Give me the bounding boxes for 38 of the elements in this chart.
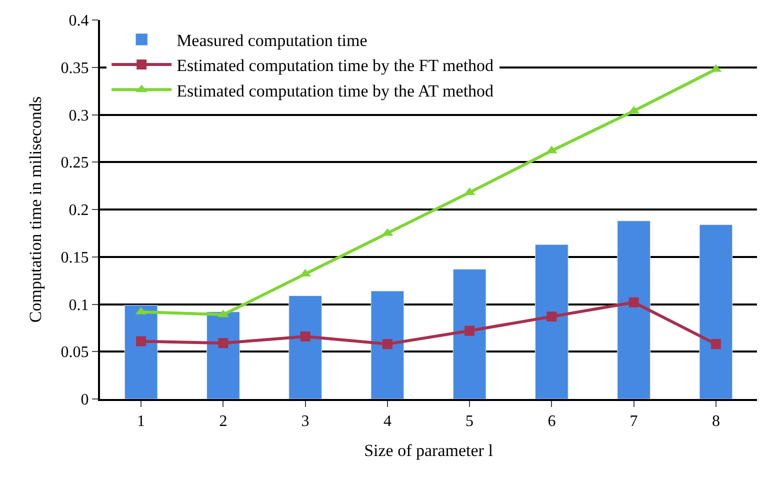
x-axis-title: Size of parameter l [364,441,494,460]
bar [699,224,733,399]
legend-label: Estimated computation time by the AT method [176,81,494,100]
y-axis-title: Computation time in miliseconds [26,96,45,323]
bar [124,304,158,399]
legend-label: Estimated computation time by the FT method [176,56,494,76]
y-tick-label: 0.1 [68,296,89,314]
bar [288,295,322,399]
bar [206,312,240,399]
y-tick-label: 0.15 [60,249,89,266]
y-tick-label: 0.35 [60,60,89,77]
point [218,338,228,348]
x-tick-label: 8 [712,413,720,430]
bar [535,244,568,399]
point [710,339,721,350]
y-tick-label: 0.2 [68,202,89,220]
y-tick-label: 0.3 [68,107,89,124]
x-tick-label: 2 [219,413,228,430]
x-tick-label: 5 [466,413,474,430]
x-tick-label: 3 [301,413,310,430]
x-tick-label: 1 [137,413,146,430]
y-tick-label: 0.05 [60,344,89,362]
y-tick-label: 0.4 [68,12,89,30]
point [628,297,639,308]
point [136,336,146,346]
point [300,331,310,342]
y-tick-label: 0.25 [60,154,89,172]
x-tick-label: 4 [383,413,392,430]
point [382,339,392,350]
x-tick-label: 7 [630,413,638,430]
bar [370,290,404,399]
point [546,312,557,322]
y-tick-label: 0 [80,392,89,409]
bar [617,220,650,399]
point [464,326,475,336]
x-tick-label: 6 [548,413,556,430]
legend-label: Measured computation time [176,31,368,50]
bar [452,268,486,399]
